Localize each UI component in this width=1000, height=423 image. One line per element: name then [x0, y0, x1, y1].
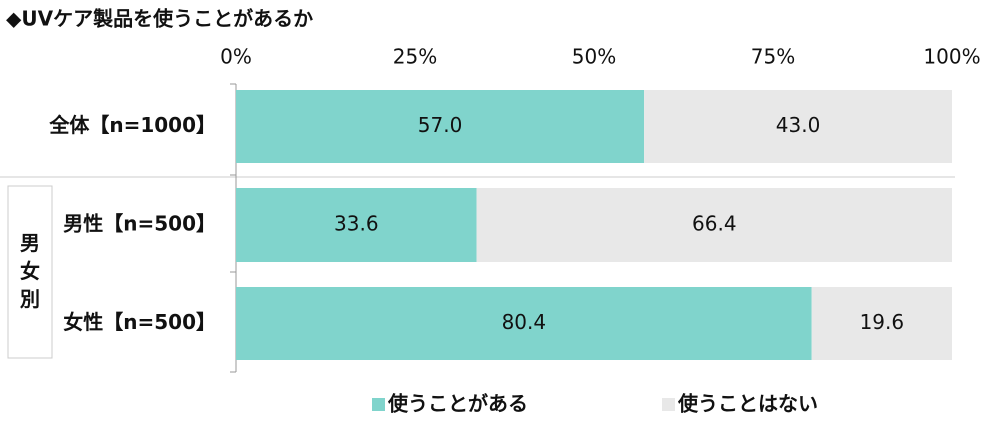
bar-segment [236, 287, 812, 360]
value-label: 57.0 [418, 113, 463, 137]
x-tick-label: 0% [220, 45, 252, 69]
category-label: 男性【n=500】 [63, 212, 216, 236]
legend-label: 使うことはない [677, 392, 818, 416]
group-box [7, 185, 53, 359]
legend-label: 使うことがある [387, 392, 528, 416]
chart-title: ◆UVケア製品を使うことがあるか [6, 7, 313, 31]
x-tick-label: 50% [572, 45, 616, 69]
category-label: 全体【n=1000】 [48, 113, 216, 137]
legend-swatch [372, 398, 385, 411]
bar-segment [236, 90, 645, 163]
x-tick-label: 100% [923, 45, 980, 69]
value-label: 33.6 [334, 212, 379, 236]
value-label: 66.4 [692, 212, 737, 236]
bar-segment [644, 90, 952, 163]
bar-segment [476, 188, 952, 262]
value-label: 80.4 [502, 310, 547, 334]
value-label: 43.0 [776, 113, 821, 137]
value-label: 19.6 [860, 310, 905, 334]
bar-segment [811, 287, 952, 360]
legend-swatch [662, 398, 675, 411]
bar-segment [236, 188, 477, 262]
x-tick-label: 25% [393, 45, 437, 69]
group-label: 男女別 [20, 231, 40, 311]
x-tick-label: 75% [751, 45, 795, 69]
category-label: 女性【n=500】 [63, 310, 216, 334]
